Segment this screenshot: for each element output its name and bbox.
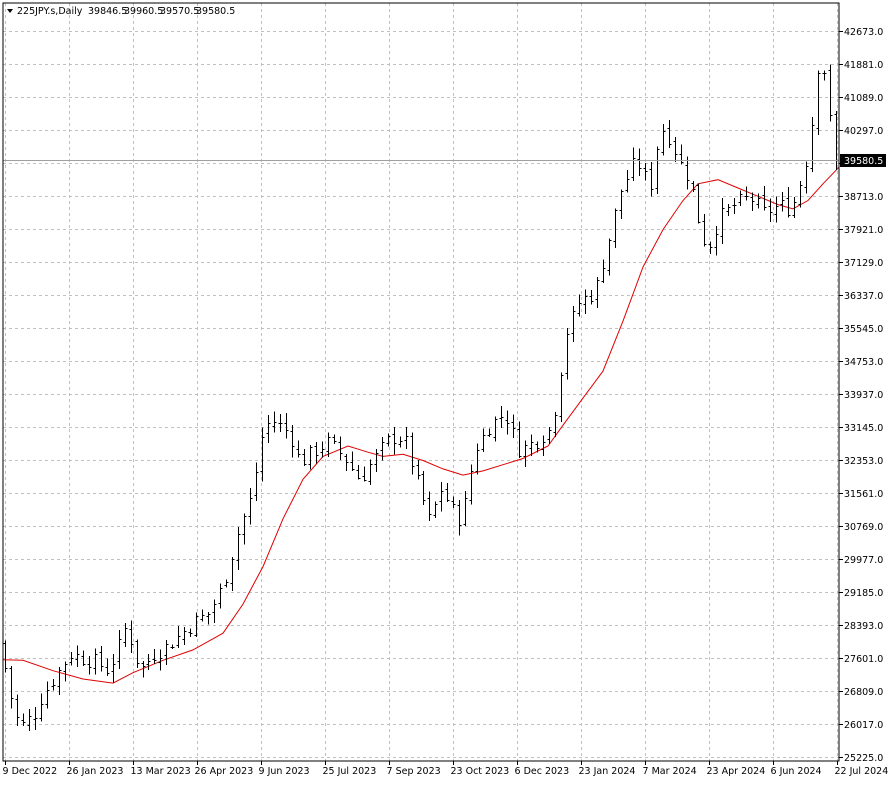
price-tick-label: 42673.0 <box>844 27 883 38</box>
plot-frame <box>3 3 839 761</box>
price-tick-label: 29977.0 <box>844 555 883 566</box>
price-tick-label: 41089.0 <box>844 93 883 104</box>
price-tick-label: 40297.0 <box>844 126 883 137</box>
price-axis[interactable]: 25225.0 26017.0 26809.0 27601.0 28393.0 29185… <box>839 27 883 764</box>
price-tick-label: 33145.0 <box>844 423 883 434</box>
time-tick-label: 6 Jun 2024 <box>771 766 822 777</box>
price-tick-label: 33937.0 <box>844 390 883 401</box>
moving-average-line <box>3 167 839 683</box>
high-value: 39960.5 <box>124 6 163 17</box>
close-value: 39580.5 <box>196 6 235 17</box>
price-tick-label: 26809.0 <box>844 687 883 698</box>
price-tick-label: 41881.0 <box>844 60 883 71</box>
time-tick-label: 23 Oct 2023 <box>451 766 510 777</box>
price-tick-label: 34753.0 <box>844 357 883 368</box>
price-tick-label: 35545.0 <box>844 324 883 335</box>
time-tick-label: 26 Jan 2023 <box>67 766 124 777</box>
time-tick-label: 25 Jul 2023 <box>323 766 377 777</box>
time-tick-label: 6 Dec 2023 <box>515 766 570 777</box>
time-tick-label: 7 Mar 2024 <box>643 766 697 777</box>
price-tick-label: 30769.0 <box>844 522 883 533</box>
symbol-label: 225JPY.s,Daily <box>17 6 83 17</box>
time-tick-label: 13 Mar 2023 <box>131 766 191 777</box>
price-tick-label: 26017.0 <box>844 720 883 731</box>
price-tick-label: 25225.0 <box>844 753 883 764</box>
time-tick-label: 26 Apr 2023 <box>195 766 254 777</box>
ohlc-bars <box>4 65 839 731</box>
price-tick-label: 32353.0 <box>844 456 883 467</box>
time-tick-label: 22 Jul 2024 <box>835 766 888 777</box>
price-tick-label: 29185.0 <box>844 588 883 599</box>
last-price-label: 39580.5 <box>844 156 883 167</box>
time-tick-label: 9 Dec 2022 <box>3 766 58 777</box>
moving-average <box>3 167 839 683</box>
price-tick-label: 37921.0 <box>844 225 883 236</box>
price-tick-label: 27601.0 <box>844 654 883 665</box>
chevron-down-icon[interactable] <box>7 9 13 13</box>
low-value: 39570.5 <box>160 6 199 17</box>
price-tick-label: 37129.0 <box>844 258 883 269</box>
price-tick-label: 31561.0 <box>844 489 883 500</box>
time-tick-label: 9 Jun 2023 <box>259 766 310 777</box>
time-axis[interactable]: 9 Dec 2022 26 Jan 2023 13 Mar 2023 26 Apr 2… <box>3 761 888 777</box>
price-tick-label: 36337.0 <box>844 291 883 302</box>
time-tick-label: 7 Sep 2023 <box>387 766 441 777</box>
grid <box>3 3 839 761</box>
price-tick-label: 38713.0 <box>844 192 883 203</box>
price-tick-label: 28393.0 <box>844 621 883 632</box>
open-value: 39846.5 <box>88 6 127 17</box>
chart-header: 225JPY.s,Daily 39846.5 39960.5 39570.5 3… <box>7 6 235 17</box>
time-tick-label: 23 Apr 2024 <box>707 766 766 777</box>
time-tick-label: 23 Jan 2024 <box>579 766 636 777</box>
